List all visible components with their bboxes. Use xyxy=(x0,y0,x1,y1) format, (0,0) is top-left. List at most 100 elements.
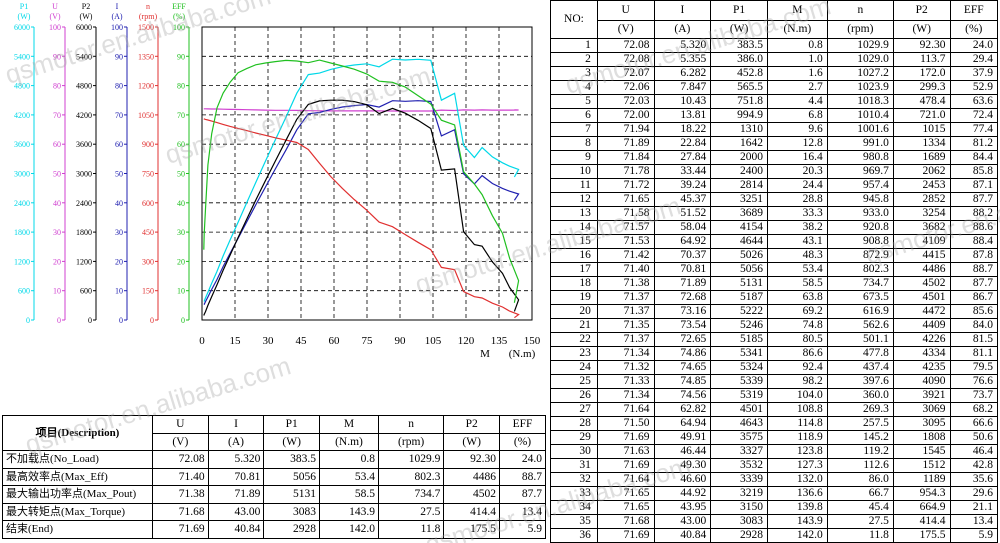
y-tick-label-p2: 4200 xyxy=(76,111,92,120)
table-cell: 11 xyxy=(550,178,598,193)
table-cell: 2852 xyxy=(892,192,951,207)
table-cell: 71.53 xyxy=(596,234,655,249)
table-cell: 13.81 xyxy=(653,108,712,123)
x-tick-label: 60 xyxy=(329,335,341,347)
table-cell: 46.4 xyxy=(949,444,999,459)
table-row: 32 71.64 46.60 3339 132.0 86.0 1189 35.6 xyxy=(550,472,999,487)
table-cell: 71.65 xyxy=(596,192,655,207)
table-cell: 71.69 xyxy=(596,458,655,473)
column-header: n xyxy=(377,415,445,434)
table-cell: 2814 xyxy=(710,178,768,193)
table-cell: 5131 xyxy=(710,276,768,291)
table-cell: 71.68 xyxy=(596,514,655,529)
table-cell: 139.8 xyxy=(766,500,828,515)
table-row: 20 71.37 73.16 5222 69.2 616.9 4472 85.6 xyxy=(550,304,999,319)
table-row: 1 72.08 5.320 383.5 0.8 1029.9 92.30 24.0 xyxy=(550,38,999,53)
summary-row: 不加载点(No_Load) 72.08 5.320 383.5 0.8 1029.9 92.… xyxy=(2,450,546,469)
table-cell: 23 xyxy=(550,346,598,361)
table-cell: 43.00 xyxy=(653,514,712,529)
table-cell: 86.6 xyxy=(766,346,828,361)
column-header: M xyxy=(766,0,828,21)
table-row: 24 71.32 74.65 5324 92.4 437.4 4235 79.5 xyxy=(550,360,999,375)
table-cell: 87.7 xyxy=(949,276,999,291)
summary-label: 结束(End) xyxy=(2,520,153,539)
table-cell: 85.6 xyxy=(949,304,999,319)
table-cell: 71.32 xyxy=(596,360,655,375)
table-cell: 734.7 xyxy=(826,276,894,291)
table-cell: 501.1 xyxy=(826,332,894,347)
column-header: EFF xyxy=(949,0,999,21)
table-cell: 44.92 xyxy=(653,486,712,501)
table-cell: 51.52 xyxy=(653,206,712,221)
table-cell: 673.5 xyxy=(826,290,894,305)
y-tick-label-i: 70 xyxy=(115,111,123,120)
table-cell: 5339 xyxy=(710,374,768,389)
y-axis-name-i: I xyxy=(116,2,119,11)
y-tick-label-eff: 10 xyxy=(177,287,185,296)
y-tick-label-eff: 30 xyxy=(177,228,185,237)
y-tick-label-n: 150 xyxy=(142,287,154,296)
table-cell: 1010.4 xyxy=(826,108,894,123)
table-row: 21 71.35 73.54 5246 74.8 562.6 4409 84.0 xyxy=(550,318,999,333)
series-line-n xyxy=(203,118,520,319)
summary-row: 最大输出功率点(Max_Pout) 71.38 71.89 5131 58.5 734.7… xyxy=(2,485,546,504)
table-row: 19 71.37 72.68 5187 63.8 673.5 4501 86.7 xyxy=(550,290,999,305)
table-cell: 16.4 xyxy=(766,150,828,165)
table-cell: 71.58 xyxy=(596,206,655,221)
table-cell: 73.7 xyxy=(949,388,999,403)
table-cell: 98.2 xyxy=(766,374,828,389)
table-cell: 71.72 xyxy=(596,178,655,193)
table-cell: 143.9 xyxy=(766,514,828,529)
table-cell: 5324 xyxy=(710,360,768,375)
series-line-p2 xyxy=(203,99,520,316)
y-tick-label-eff: 100 xyxy=(173,23,185,32)
table-cell: 25 xyxy=(550,374,598,389)
y-tick-label-eff: 70 xyxy=(177,111,185,120)
table-cell: 269.3 xyxy=(826,402,894,417)
table-cell: 72.00 xyxy=(596,108,655,123)
table-cell: 29.4 xyxy=(949,52,999,67)
table-cell: 1015 xyxy=(892,122,951,137)
table-cell: 954.3 xyxy=(892,486,951,501)
series-line-eff xyxy=(203,59,520,303)
table-cell: 21 xyxy=(550,318,598,333)
y-tick-label-u: 0 xyxy=(57,316,61,325)
table-cell: 3921 xyxy=(892,388,951,403)
table-cell: 1808 xyxy=(892,430,951,445)
y-tick-label-p1: 4800 xyxy=(14,82,30,91)
y-axis-unit-i: (A) xyxy=(111,12,122,21)
x-tick-label: 150 xyxy=(524,335,541,347)
table-cell: 72.06 xyxy=(596,80,655,95)
table-cell: 70.37 xyxy=(653,248,712,263)
table-row: 22 71.37 72.65 5185 80.5 501.1 4226 81.5 xyxy=(550,332,999,347)
table-cell: 1689 xyxy=(892,150,951,165)
table-row: 9 71.84 27.84 2000 16.4 980.8 1689 84.4 xyxy=(550,150,999,165)
table-cell: 76.6 xyxy=(949,374,999,389)
summary-cell: 40.84 xyxy=(207,520,265,539)
summary-cell: 5.9 xyxy=(499,520,546,539)
y-tick-label-p1: 3000 xyxy=(14,170,30,179)
table-cell: 664.9 xyxy=(892,500,951,515)
table-cell: 2062 xyxy=(892,164,951,179)
table-cell: 9.6 xyxy=(766,122,828,137)
table-row: 27 71.64 62.82 4501 108.8 269.3 3069 68.2 xyxy=(550,402,999,417)
table-cell: 2453 xyxy=(892,178,951,193)
table-cell: 33 xyxy=(550,486,598,501)
table-cell: 908.8 xyxy=(826,234,894,249)
summary-cell: 1029.9 xyxy=(377,450,445,469)
table-cell: 113.7 xyxy=(892,52,951,67)
table-cell: 71.89 xyxy=(653,276,712,291)
summary-cell: 383.5 xyxy=(263,450,321,469)
summary-cell: 24.0 xyxy=(499,450,546,469)
y-tick-label-p1: 0 xyxy=(26,316,30,325)
table-cell: 872.9 xyxy=(826,248,894,263)
table-cell: 920.8 xyxy=(826,220,894,235)
table-row: 33 71.65 44.92 3219 136.6 66.7 954.3 29.6 xyxy=(550,486,999,501)
table-cell: 397.6 xyxy=(826,374,894,389)
table-row: 10 71.78 33.44 2400 20.3 969.7 2062 85.8 xyxy=(550,164,999,179)
table-cell: 945.8 xyxy=(826,192,894,207)
table-cell: 31 xyxy=(550,458,598,473)
table-cell: 257.5 xyxy=(826,416,894,431)
y-tick-label-n: 1200 xyxy=(138,82,154,91)
table-cell: 74.85 xyxy=(653,374,712,389)
